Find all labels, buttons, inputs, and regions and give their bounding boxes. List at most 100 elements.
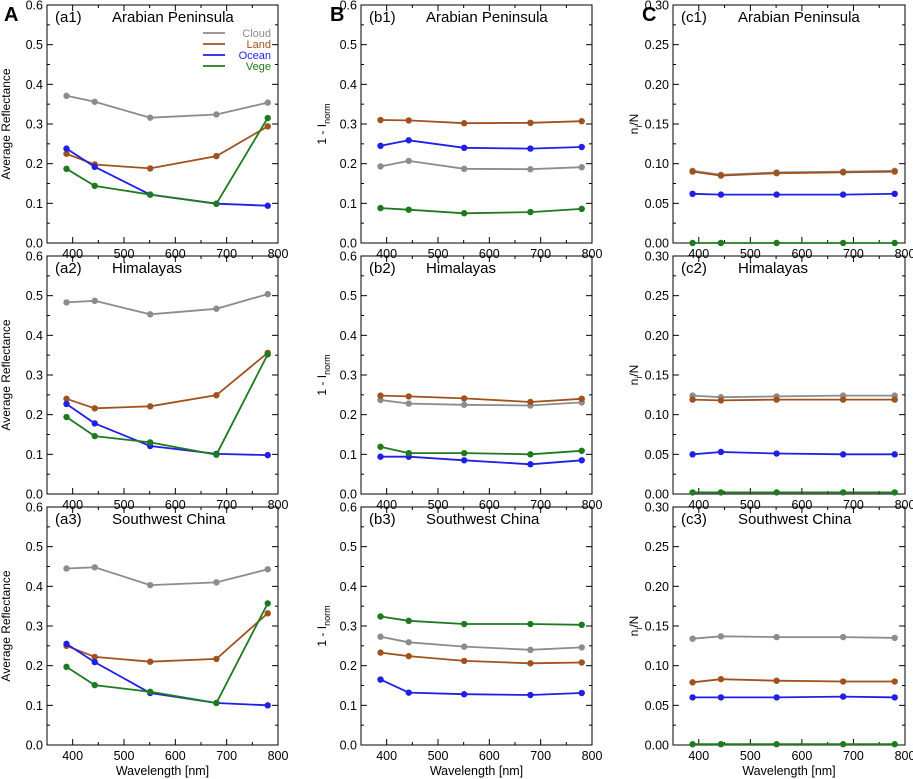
y-tick-label: 0.0 <box>26 488 43 502</box>
data-point-ocean <box>377 453 384 460</box>
panel-c3: 0.00 0.05 0.10 0.15 0.20 0.25 0.30 400 500 600 700… <box>627 501 913 779</box>
y-axis-label: 1 - Inorm <box>315 605 332 646</box>
x-tick-label: 600 <box>791 247 812 261</box>
x-tick-label: 400 <box>688 749 709 763</box>
series-ocean <box>63 400 271 459</box>
data-point-vege <box>146 439 154 446</box>
data-point-vege <box>839 489 847 496</box>
data-point-ocean <box>527 145 534 152</box>
data-point-vege <box>689 239 696 247</box>
y-label-main: 1 - I <box>315 375 329 396</box>
series-line-vege <box>66 117 269 205</box>
y-tick-label: 0.6 <box>26 0 43 13</box>
series-vege <box>63 600 271 707</box>
data-point-vege <box>578 447 585 454</box>
y-tick-label: 0.2 <box>26 157 43 171</box>
x-tick-label: 500 <box>114 498 135 512</box>
data-point-ocean <box>460 144 468 151</box>
y-tick-label: 0.6 <box>340 0 357 13</box>
data-point-land <box>405 652 412 660</box>
y-tick-label: 0.6 <box>26 501 43 515</box>
data-point-land <box>91 405 98 412</box>
data-point-vege <box>405 449 412 457</box>
column-label-c: C <box>642 4 656 26</box>
data-point-vege <box>146 688 154 696</box>
y-tick-label: 0.1 <box>26 448 43 462</box>
data-point-ocean <box>63 400 70 408</box>
x-tick-label: 800 <box>895 749 913 763</box>
data-point-cloud <box>63 92 70 100</box>
panel-c2: 0.00 0.05 0.10 0.15 0.20 0.25 0.30 400 500 600 700… <box>627 250 913 513</box>
panel-b2: 0.0 0.1 0.2 0.3 0.4 0.5 0.6 400 500 600 700 800 (b2)… <box>315 250 602 513</box>
plot-frame <box>360 506 593 746</box>
panel-b1: 0.0 0.1 0.2 0.3 0.4 0.5 0.6 400 500 600 700 800 (b1)… <box>315 0 602 261</box>
x-tick-label: 700 <box>530 498 551 512</box>
series-land <box>377 649 585 667</box>
data-point-land <box>213 392 220 399</box>
data-point-land <box>460 120 468 127</box>
y-label-subscript: i <box>634 126 644 128</box>
data-point-vege <box>717 239 725 247</box>
data-point-land <box>717 172 725 179</box>
series-ocean <box>377 137 585 152</box>
y-label-main: n <box>627 128 641 135</box>
y-tick-label: 0.5 <box>26 38 43 52</box>
x-tick-label: 500 <box>740 247 761 261</box>
y-tick-label: 0.2 <box>340 659 357 673</box>
data-point-vege <box>377 204 384 212</box>
x-tick-label: 800 <box>582 498 603 512</box>
series-cloud <box>377 157 585 173</box>
y-tick-label: 0.1 <box>26 197 43 211</box>
data-point-land <box>146 403 154 410</box>
plot-frame <box>672 506 906 746</box>
data-point-ocean <box>689 694 696 701</box>
y-tick-label: 0.20 <box>645 78 669 92</box>
y-tick-label: 0.4 <box>340 329 357 343</box>
y-tick-label: 0.4 <box>340 78 357 92</box>
x-tick-label: 800 <box>582 749 603 763</box>
y-tick-label: 0.0 <box>26 237 43 251</box>
data-point-land <box>689 396 696 403</box>
y-axis-label: 1 - Inorm <box>315 103 332 144</box>
data-point-cloud <box>213 305 220 312</box>
data-point-vege <box>717 741 725 748</box>
y-tick-label: 0.4 <box>26 580 43 594</box>
y-tick-label: 0.05 <box>645 197 669 211</box>
data-point-vege <box>460 620 468 628</box>
panel-a1: 0.0 0.1 0.2 0.3 0.4 0.5 0.6 400 500 600 700 800 (a1)… <box>0 0 288 261</box>
y-tick-label: 0.2 <box>340 157 357 171</box>
y-label-tail: /N <box>627 616 641 628</box>
data-point-ocean <box>689 190 696 198</box>
plot-frame <box>360 255 593 495</box>
data-point-vege <box>717 489 725 496</box>
data-point-cloud <box>460 165 468 173</box>
x-tick-label: 700 <box>216 247 237 261</box>
data-point-land <box>578 118 585 125</box>
y-label-subscript: norm <box>322 605 332 626</box>
y-tick-label: 0.25 <box>645 540 669 554</box>
data-point-ocean <box>773 450 780 457</box>
y-tick-label: 0.1 <box>26 699 43 713</box>
legend-label-ocean: Ocean <box>239 50 271 62</box>
panel-region: Southwest China <box>112 511 226 528</box>
x-axis-label: Wavelength [nm] <box>116 764 209 778</box>
y-tick-label: 0.6 <box>340 501 357 515</box>
data-point-ocean <box>578 457 585 464</box>
data-point-cloud <box>578 164 585 171</box>
y-label-main: n <box>627 630 641 637</box>
data-point-land <box>578 659 585 666</box>
series-line-land <box>66 352 269 410</box>
data-point-ocean <box>891 694 898 701</box>
panel-title: (b1) <box>369 9 396 26</box>
x-tick-label: 500 <box>114 247 135 261</box>
series-line-cloud <box>66 293 268 316</box>
plot-frame <box>46 506 279 746</box>
data-point-cloud <box>146 581 154 589</box>
series-line-cloud <box>66 566 268 587</box>
panel-title: (c3) <box>681 511 707 528</box>
series-ocean <box>377 676 585 699</box>
x-tick-label: 800 <box>895 247 913 261</box>
data-point-ocean <box>63 640 70 648</box>
data-point-cloud <box>213 579 220 586</box>
